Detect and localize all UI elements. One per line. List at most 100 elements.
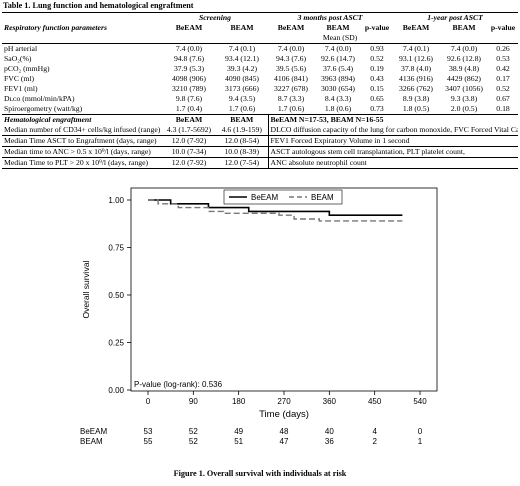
abbreviation-note: DLCO diffusion capacity of the lung for … <box>267 125 519 136</box>
mean-sd-row: Mean (SD) <box>2 33 519 44</box>
table-cell: 0.17 <box>496 74 510 83</box>
x-tick-label: 450 <box>368 397 382 406</box>
table-cell: 1.8 (0.5) <box>402 104 430 113</box>
x-axis-label: Time (days) <box>259 409 309 420</box>
table-cell: 3227 (678) <box>274 84 308 93</box>
abbreviation-note: FEV1 Forced Expiratory Volume in 1 secon… <box>267 135 519 147</box>
table-row: pCO₂ (mmHg) 37.9 (5.3) 39.3 (4.2) 39.5 (5.6… <box>2 64 518 74</box>
table-cell: 93.1 (12.6) <box>399 54 433 63</box>
table-row: Spiroergometry (watt/kg) 1.7 (0.4) 1.7 (0.… <box>2 104 518 115</box>
col-header: BEAM <box>216 114 269 125</box>
hem-n-note: BeEAM N=17-53, BEAM N=16-55 <box>267 114 519 125</box>
table-cell: 37.8 (4.0) <box>400 64 432 73</box>
y-axis-label: Overall survival <box>81 260 91 318</box>
table-cell: 0.18 <box>496 104 510 113</box>
table-cell: 4136 (916) <box>399 74 433 83</box>
at-risk-count: 36 <box>325 437 334 446</box>
table-cell: 1.7 (0.4) <box>175 104 203 113</box>
table-row: Dʟᴄᴏ (mmol/min/kPA) 9.8 (7.6) 9.4 (3.5) 8.7… <box>2 94 518 104</box>
table-cell: 94.3 (7.6) <box>275 54 307 63</box>
x-tick-label: 360 <box>323 397 337 406</box>
col-header: BeEAM <box>402 23 430 32</box>
row-label: Dʟᴄᴏ (mmol/min/kPA) <box>4 94 75 103</box>
col-header: BEAM <box>230 23 254 32</box>
table-cell: 92.6 (12.8) <box>447 54 481 63</box>
table-cell: 8.7 (3.3) <box>277 94 305 103</box>
table-cell: 1.7 (0.6) <box>228 104 256 113</box>
row-label: Median Time ASCT to Engraftment (days, r… <box>2 135 162 147</box>
table-row: Median Time to PLT > 20 x 10⁹/l (days, r… <box>2 157 519 169</box>
table-cell: 7.4 (0.0) <box>324 43 352 53</box>
row-label: FVC (ml) <box>4 74 35 83</box>
table-cell: 9.8 (7.6) <box>175 94 203 103</box>
table-row: Median number of CD34+ cells/kg infused … <box>2 125 519 136</box>
table-row: pH arterial 7.4 (0.0) 7.4 (0.1) 7.4 (0.0) 7.… <box>2 44 518 55</box>
table-cell: 12.0 (7-54) <box>216 157 269 169</box>
group-header-3-months: 3 months post ASCT <box>268 12 393 23</box>
table-cell: 0.65 <box>370 94 384 103</box>
legend-label: BeEAM <box>251 193 278 202</box>
at-risk-count: 49 <box>234 427 243 436</box>
y-tick-label: 0.50 <box>108 291 124 300</box>
table-cell: 0.52 <box>496 84 510 93</box>
table-row: SaO₂(%) 94.8 (7.6) 93.4 (12.1) 94.3 (7.6) 92… <box>2 54 518 64</box>
row-label: SaO₂(%) <box>4 54 32 63</box>
lung-function-table: Screening 3 months post ASCT 1-year post… <box>2 12 519 169</box>
col-header: BEAM <box>326 23 350 32</box>
table-cell: 3030 (654) <box>321 84 355 93</box>
table-cell: 4098 (906) <box>172 74 206 83</box>
table-row: Median Time ASCT to Engraftment (days, r… <box>2 135 519 147</box>
table-cell: 93.4 (12.1) <box>225 54 259 63</box>
table-cell: 4.3 (1.7-5692) <box>162 125 216 136</box>
table-cell: 7.4 (0.0) <box>277 43 305 53</box>
row-label: Median time to ANC > 0.5 x 10⁹/l (days, … <box>2 146 162 158</box>
y-tick-label: 1.00 <box>108 196 124 205</box>
col-header: BeEAM <box>175 23 203 32</box>
pvalue-annotation: P-value (log-rank): 0.536 <box>134 380 223 389</box>
at-risk-label: BeEAM <box>80 427 107 436</box>
hem-header-label: Hematological engraftment <box>2 114 162 125</box>
at-risk-count: 48 <box>280 427 289 436</box>
row-label: pCO₂ (mmHg) <box>4 64 50 73</box>
table-cell: 1.8 (0.6) <box>324 104 352 113</box>
hem-header-row: Hematological engraftment BeEAM BEAM BeE… <box>2 114 519 125</box>
x-tick-label: 180 <box>232 397 246 406</box>
row-label: Median number of CD34+ cells/kg infused … <box>2 125 162 136</box>
overall-survival-chart: 0.000.250.500.751.000 90 180 270 360 450 540Ov… <box>80 187 438 446</box>
table-cell: 3210 (789) <box>172 84 206 93</box>
table-cell: 9.4 (3.5) <box>228 94 256 103</box>
table-cell: 9.3 (3.8) <box>450 94 478 103</box>
table-cell: 0.52 <box>370 54 384 63</box>
abbreviation-note: ANC absolute neutrophil count <box>267 157 519 169</box>
row-label: Spiroergometry (watt/kg) <box>4 104 83 113</box>
at-risk-count: 1 <box>418 437 423 446</box>
table-cell: 10.0 (7-34) <box>162 146 216 158</box>
table-cell: 7.4 (0.0) <box>175 43 203 53</box>
table-cell: 37.9 (5.3) <box>173 64 205 73</box>
x-tick-label: 90 <box>189 397 198 406</box>
at-risk-count: 47 <box>280 437 289 446</box>
at-risk-count: 40 <box>325 427 334 436</box>
at-risk-count: 53 <box>144 427 153 436</box>
table-cell: 92.6 (14.7) <box>321 54 355 63</box>
table-cell: 0.19 <box>370 64 384 73</box>
table-cell: 38.9 (4.8) <box>448 64 480 73</box>
table-title: Table 1. Lung function and hematological… <box>3 1 194 10</box>
x-tick-label: 540 <box>413 397 427 406</box>
table-cell: 4106 (841) <box>274 74 308 83</box>
table-cell: 0.26 <box>496 43 510 53</box>
group-header-row: Screening 3 months post ASCT 1-year post… <box>2 12 519 23</box>
table-row: FEV1 (ml) 3210 (789) 3173 (666) 3227 (678) 3… <box>2 84 518 94</box>
table-cell: 3407 (1056) <box>445 84 483 93</box>
table-cell: 7.4 (0.1) <box>228 43 256 53</box>
table-cell: 1.7 (0.6) <box>277 104 305 113</box>
at-risk-count: 52 <box>189 437 198 446</box>
table-cell: 4429 (862) <box>447 74 481 83</box>
table-cell: 37.6 (5.4) <box>322 64 354 73</box>
table-cell: 0.42 <box>496 64 510 73</box>
plot-frame <box>130 187 438 392</box>
table-cell: 0.67 <box>496 94 510 103</box>
row-label: FEV1 (ml) <box>4 84 38 93</box>
table-cell: 3963 (894) <box>321 74 355 83</box>
resp-rows: pH arterial 7.4 (0.0) 7.4 (0.1) 7.4 (0.0) 7.… <box>2 44 518 115</box>
